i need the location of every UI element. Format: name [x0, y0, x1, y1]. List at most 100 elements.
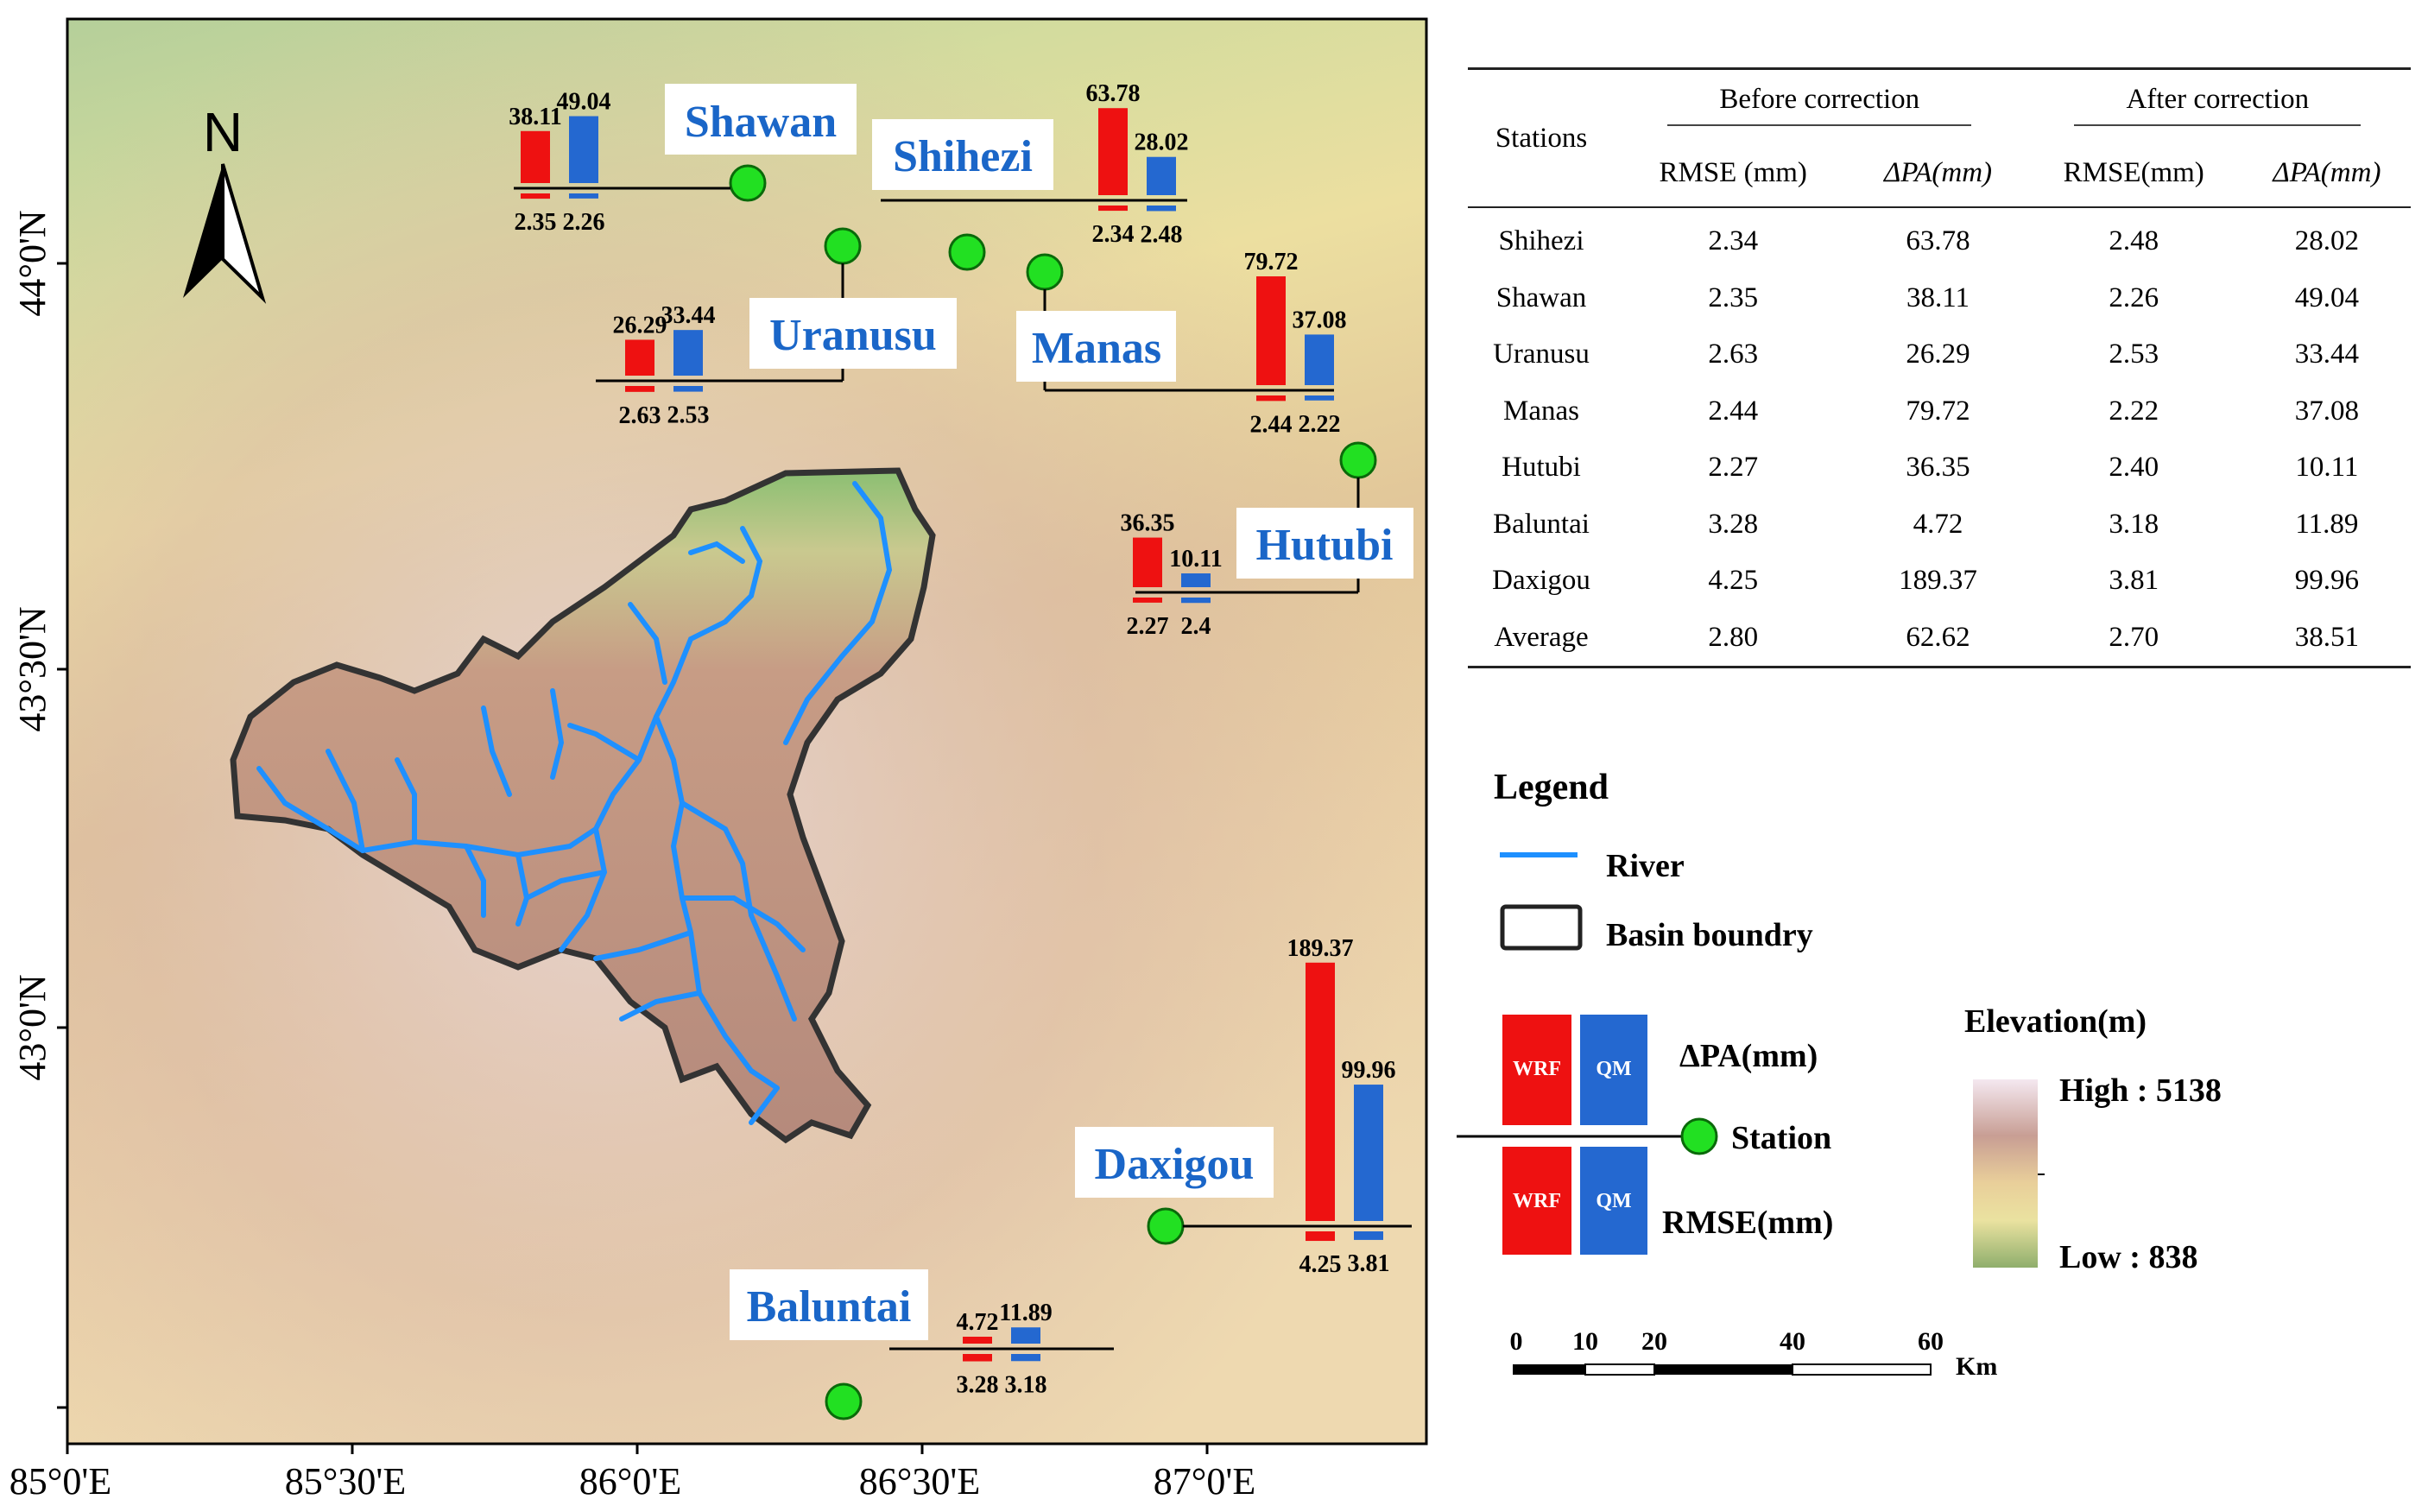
qm-rmse-label: 2.26 — [563, 209, 605, 236]
cell-station: Daxigou — [1492, 565, 1590, 597]
wrf-rmse-bar — [625, 386, 654, 392]
station-dot-baluntai — [825, 1382, 863, 1420]
table-row: Uranusu 2.63 26.29 2.53 33.44 — [1468, 326, 2411, 383]
station-label-baluntai: Baluntai — [747, 1282, 912, 1332]
cell-value: 2.27 — [1708, 452, 1759, 484]
x-tick-label: 86°30'E — [859, 1460, 980, 1503]
cell-value: 63.78 — [1906, 225, 1970, 257]
col-rmse-after: RMSE(mm) — [2024, 139, 2243, 208]
cell-value: 2.44 — [1708, 395, 1759, 427]
station-dot-manas — [1026, 253, 1064, 291]
qm-rmse-bar — [1147, 206, 1176, 212]
legend-wrf-label: WRF — [1513, 1058, 1561, 1080]
elevation-high-label: High : 5138 — [2059, 1072, 2222, 1109]
qm-dpa-label: 99.96 — [1342, 1057, 1396, 1084]
scale-tick-label: 60 — [1918, 1327, 1944, 1356]
station-bar-charts: 38.11 2.35 49.04 2.26 63.78 2.34 28.02 2.48 26.2… — [509, 80, 1395, 1398]
qm-dpa-label: 33.44 — [661, 302, 716, 329]
qm-rmse-bar — [1011, 1354, 1040, 1362]
wrf-rmse-label: 4.25 — [1299, 1251, 1342, 1278]
wrf-rmse-label: 2.27 — [1127, 613, 1169, 640]
y-tick-label: 44°0'N — [11, 210, 54, 316]
group-before-label: Before correction — [1667, 84, 1972, 126]
qm-rmse-label: 3.81 — [1348, 1250, 1390, 1277]
legend-wrf-box — [1502, 1015, 1571, 1125]
wrf-dpa-bar — [521, 130, 550, 183]
wrf-dpa-label: 26.29 — [613, 312, 667, 338]
qm-rmse-label: 2.53 — [667, 402, 710, 429]
scale-tick-label: 20 — [1641, 1327, 1667, 1356]
legend-wrf-label-rmse: WRF — [1513, 1190, 1561, 1212]
cell-value: 10.11 — [2295, 452, 2359, 484]
table-row: Shawan 2.35 38.11 2.26 49.04 — [1468, 270, 2411, 327]
elevation-title: Elevation(m) — [1964, 1003, 2147, 1040]
cell-value: 2.48 — [2109, 225, 2159, 257]
station-markers — [729, 164, 1377, 1420]
cell-station: Hutubi — [1502, 452, 1581, 484]
qm-rmse-bar — [569, 193, 598, 199]
legend-qm-label-rmse: QM — [1596, 1190, 1631, 1212]
cell-station: Average — [1494, 621, 1589, 653]
col-dpa-before: ΔPA(mm) — [1851, 139, 2025, 208]
qm-dpa-label: 28.02 — [1135, 130, 1189, 156]
x-tick-label: 85°30'E — [285, 1460, 406, 1503]
elevation-colorbar — [1973, 1079, 2038, 1268]
legend: Legend River Basin boundry WRF QM ΔPA(mm… — [1457, 768, 2222, 1275]
qm-dpa-bar — [1147, 156, 1176, 195]
cell-value: 11.89 — [2295, 508, 2359, 540]
wrf-rmse-label: 2.44 — [1250, 411, 1293, 438]
table-row: Manas 2.44 79.72 2.22 37.08 — [1468, 383, 2411, 440]
north-arrow-icon: N — [183, 101, 267, 304]
cell-value: 4.25 — [1708, 565, 1759, 597]
qm-dpa-bar — [569, 116, 598, 183]
cell-value: 2.40 — [2109, 452, 2159, 484]
elevation-low-label: Low : 838 — [2059, 1239, 2197, 1275]
cell-value: 3.28 — [1708, 508, 1759, 540]
table-row: Baluntai 3.28 4.72 3.18 11.89 — [1468, 497, 2411, 554]
wrf-rmse-bar — [1098, 206, 1128, 212]
legend-title: Legend — [1494, 768, 1609, 807]
station-dot-shihezi — [948, 233, 986, 271]
wrf-rmse-bar — [521, 193, 550, 199]
cell-value: 3.18 — [2109, 508, 2159, 540]
legend-wrf-box-rmse — [1502, 1147, 1571, 1255]
legend-rmse-label: RMSE(mm) — [1662, 1205, 1833, 1241]
qm-rmse-label: 2.48 — [1141, 221, 1183, 248]
cell-value: 36.35 — [1906, 452, 1970, 484]
y-tick-label: 43°0'N — [11, 974, 54, 1080]
legend-station-icon — [1680, 1117, 1718, 1155]
wrf-rmse-bar — [1306, 1231, 1335, 1242]
table-row: Shihezi 2.34 63.78 2.48 28.02 — [1468, 207, 2411, 270]
wrf-dpa-label: 189.37 — [1287, 935, 1354, 962]
scale-tick-label: 0 — [1510, 1327, 1523, 1356]
station-label-hutubi: Hutubi — [1256, 521, 1394, 570]
wrf-dpa-label: 36.35 — [1121, 510, 1175, 537]
qm-rmse-label: 2.4 — [1181, 613, 1211, 640]
wrf-rmse-label: 2.34 — [1092, 221, 1135, 248]
legend-qm-box-rmse — [1580, 1147, 1647, 1255]
wrf-rmse-label: 2.63 — [619, 402, 661, 429]
group-after-label: After correction — [2074, 84, 2362, 126]
wrf-dpa-bar — [963, 1337, 992, 1344]
x-axis: 85°0'E 85°30'E 86°0'E 86°30'E 87°0'E — [9, 1444, 1255, 1503]
cell-value: 99.96 — [2294, 565, 2360, 597]
qm-dpa-bar — [1305, 334, 1334, 385]
qm-dpa-label: 11.89 — [999, 1300, 1052, 1326]
wrf-dpa-label: 4.72 — [957, 1309, 999, 1336]
qm-rmse-bar — [1305, 395, 1334, 401]
cell-value: 2.80 — [1708, 621, 1759, 653]
river-network — [256, 481, 893, 1125]
station-dot-uranusu — [824, 227, 862, 265]
cell-value: 2.35 — [1708, 282, 1759, 313]
cell-value: 38.11 — [1906, 282, 1970, 313]
station-labels: Shawan Shihezi Uranusu Manas Hutubi Daxi… — [665, 84, 1413, 1340]
scale-unit-label: Km — [1956, 1352, 1997, 1381]
cell-value: 37.08 — [2294, 395, 2360, 427]
cell-station: Shihezi — [1498, 225, 1584, 257]
cell-value: 2.26 — [2109, 282, 2159, 313]
cell-station: Manas — [1503, 395, 1579, 427]
cell-value: 4.72 — [1913, 508, 1963, 540]
legend-river-label: River — [1606, 848, 1685, 884]
cell-value: 2.22 — [2109, 395, 2159, 427]
cell-value: 189.37 — [1899, 565, 1977, 597]
